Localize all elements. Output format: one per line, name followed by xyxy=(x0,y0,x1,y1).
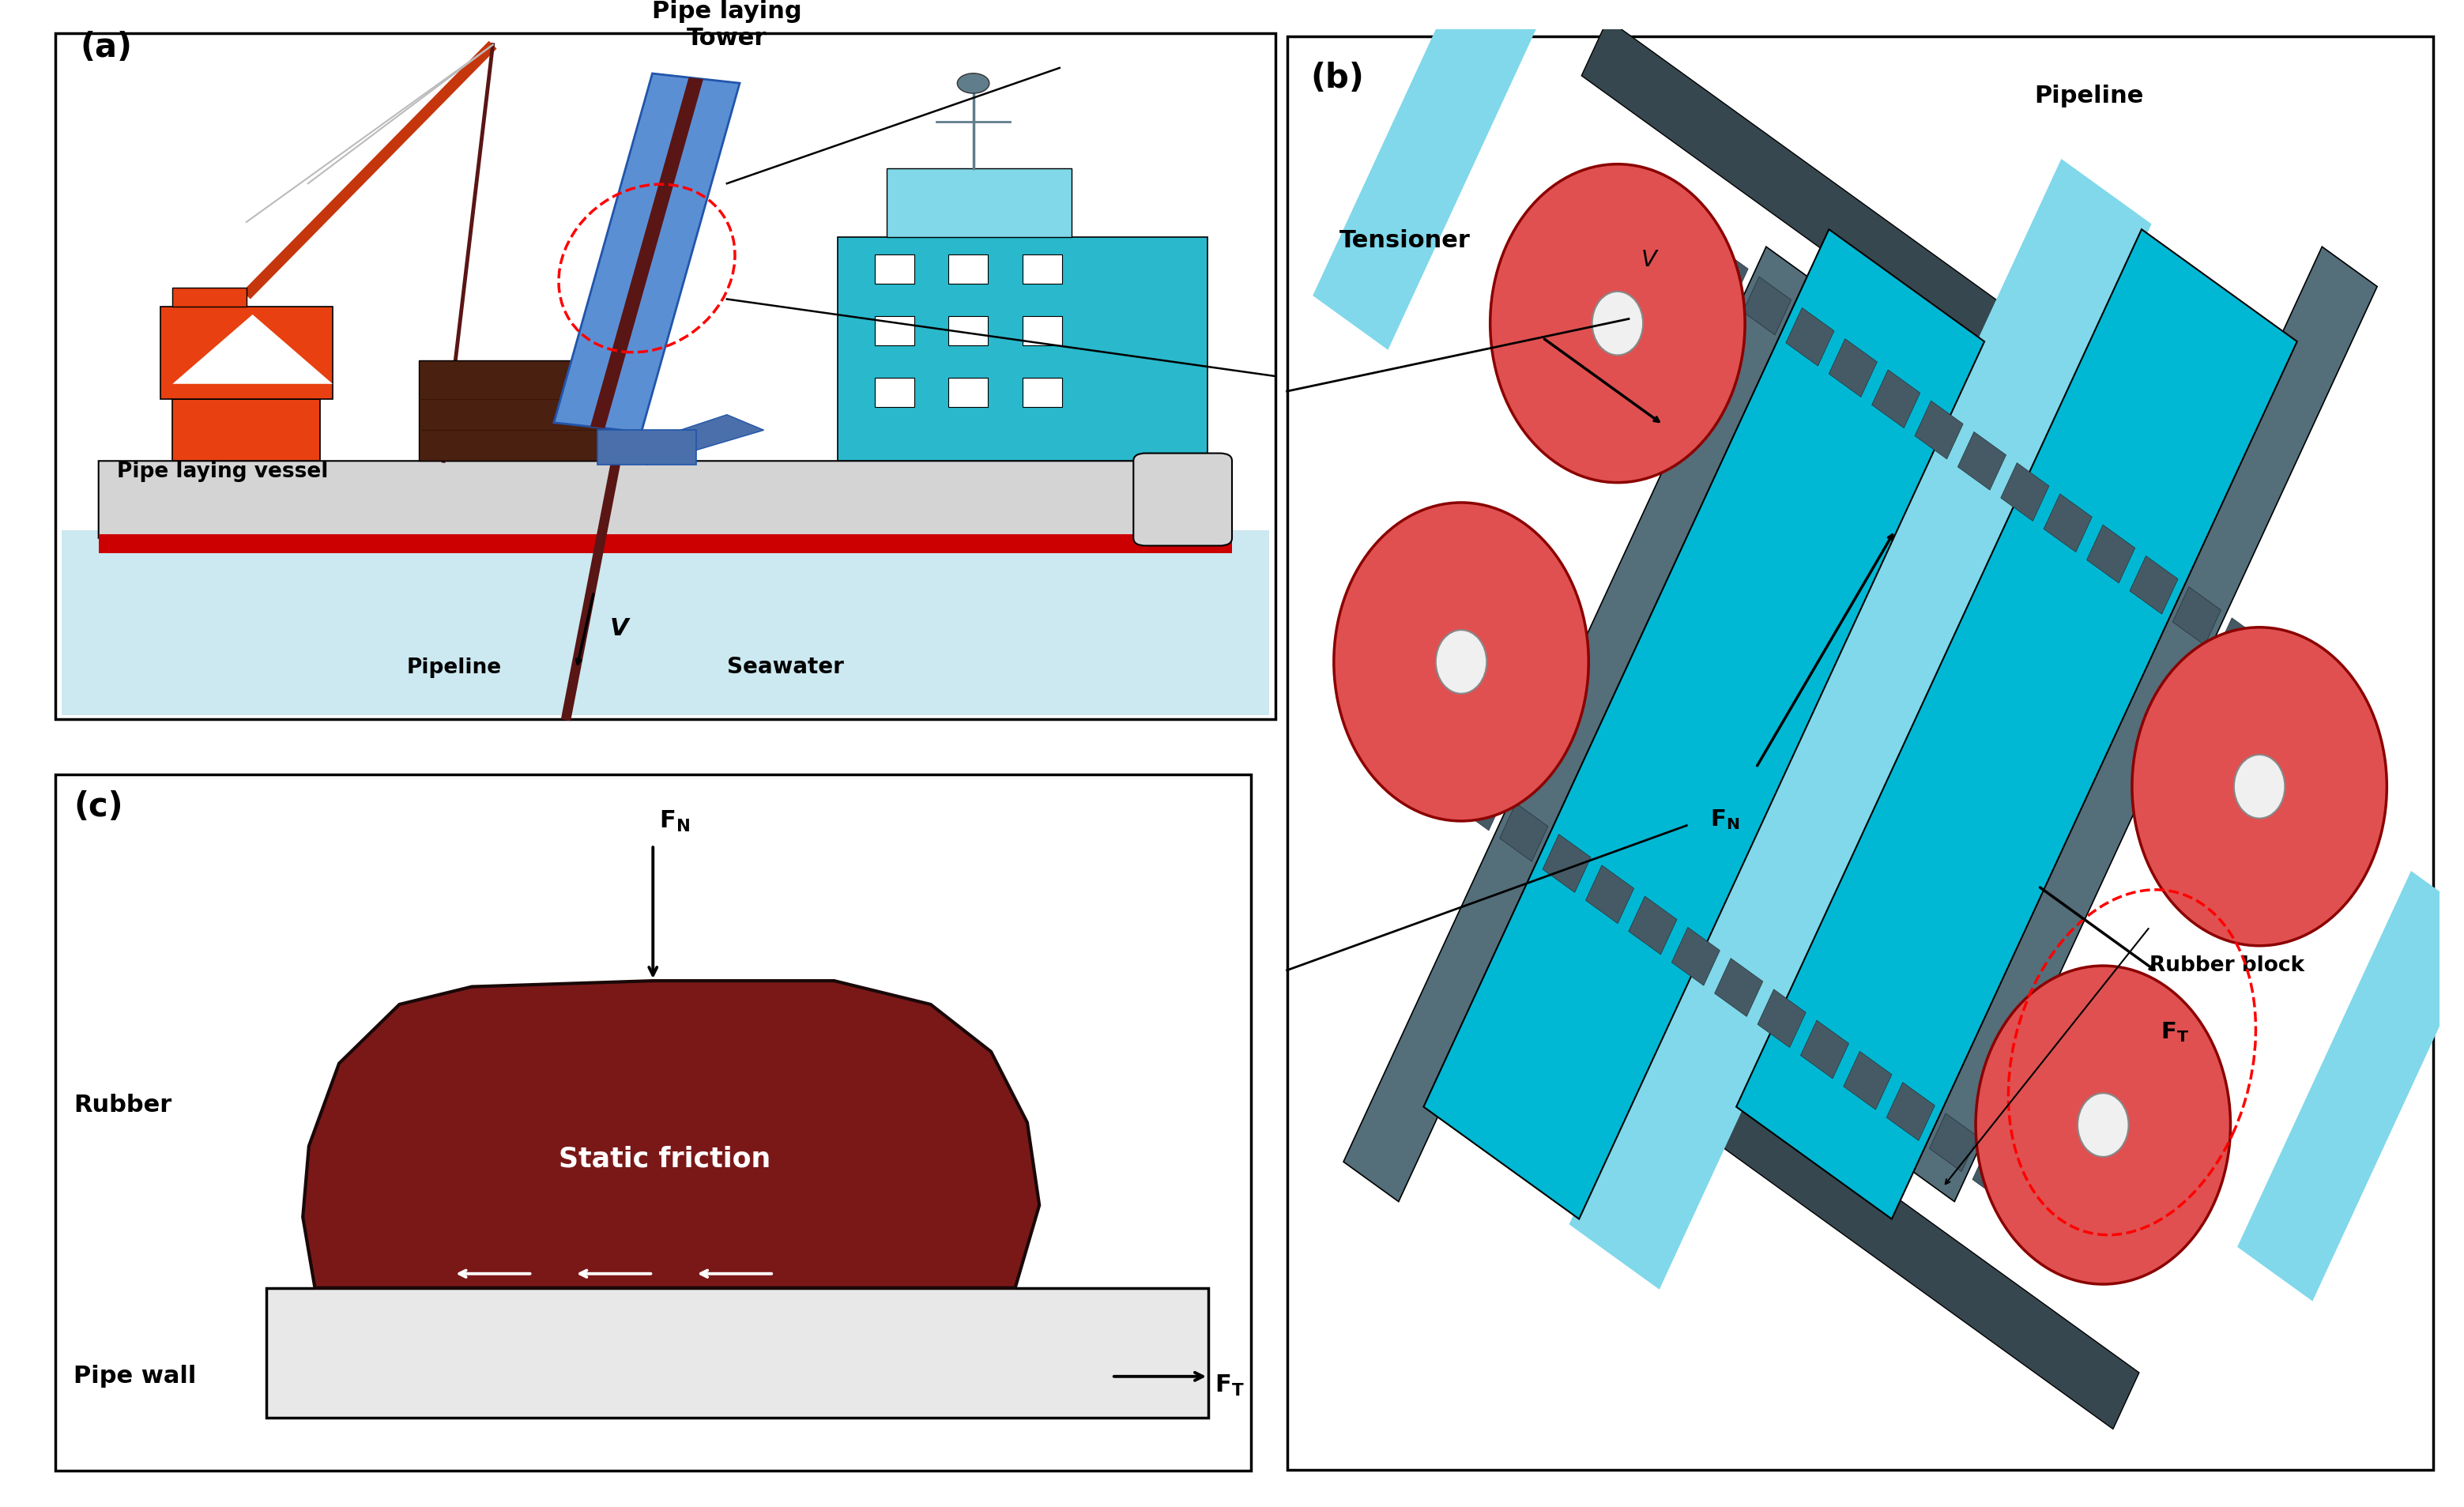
FancyBboxPatch shape xyxy=(1023,255,1062,285)
FancyBboxPatch shape xyxy=(1133,454,1232,546)
FancyBboxPatch shape xyxy=(875,255,914,285)
Polygon shape xyxy=(1656,216,1705,274)
Polygon shape xyxy=(303,981,1040,1288)
FancyBboxPatch shape xyxy=(419,362,616,461)
Text: Static friction: Static friction xyxy=(559,1145,771,1171)
Text: Rubber: Rubber xyxy=(74,1093,172,1115)
Polygon shape xyxy=(172,315,333,384)
Polygon shape xyxy=(1343,247,1821,1201)
FancyBboxPatch shape xyxy=(949,378,988,407)
Polygon shape xyxy=(1873,371,1919,428)
Polygon shape xyxy=(1456,773,1506,830)
Polygon shape xyxy=(2001,463,2050,521)
Text: Rubber block: Rubber block xyxy=(2149,955,2304,975)
Text: $\mathbf{F_N}$: $\mathbf{F_N}$ xyxy=(1710,808,1740,832)
Circle shape xyxy=(2235,755,2284,818)
Text: (c): (c) xyxy=(74,790,123,823)
Circle shape xyxy=(1976,966,2230,1284)
Polygon shape xyxy=(1570,160,2151,1290)
Text: Tensioner: Tensioner xyxy=(1340,229,1471,252)
Polygon shape xyxy=(1501,803,1547,862)
FancyBboxPatch shape xyxy=(99,535,1232,555)
FancyBboxPatch shape xyxy=(949,255,988,285)
Text: Seawater: Seawater xyxy=(727,656,843,678)
FancyBboxPatch shape xyxy=(875,378,914,407)
Polygon shape xyxy=(2259,650,2306,708)
FancyBboxPatch shape xyxy=(949,316,988,347)
Text: (b): (b) xyxy=(1311,62,1365,95)
Polygon shape xyxy=(2087,526,2134,583)
FancyBboxPatch shape xyxy=(838,238,1207,461)
Circle shape xyxy=(2077,1094,2129,1157)
Polygon shape xyxy=(1671,927,1720,986)
Circle shape xyxy=(956,74,991,93)
Polygon shape xyxy=(2043,494,2092,553)
Circle shape xyxy=(1437,630,1486,695)
Text: $\mathbf{F_N}$: $\mathbf{F_N}$ xyxy=(658,809,690,833)
Polygon shape xyxy=(1843,1052,1892,1109)
Text: (a): (a) xyxy=(79,32,133,65)
FancyBboxPatch shape xyxy=(172,288,246,307)
Polygon shape xyxy=(1959,433,2006,491)
Polygon shape xyxy=(1929,1114,1979,1172)
Polygon shape xyxy=(1737,231,2296,1219)
FancyBboxPatch shape xyxy=(887,169,1072,238)
Polygon shape xyxy=(1629,897,1678,955)
Polygon shape xyxy=(1542,835,1592,892)
Polygon shape xyxy=(1742,277,1791,336)
Polygon shape xyxy=(1801,1020,1848,1079)
Polygon shape xyxy=(1424,231,1984,1219)
Text: Pipeline: Pipeline xyxy=(2035,84,2144,107)
FancyBboxPatch shape xyxy=(54,775,1252,1471)
FancyBboxPatch shape xyxy=(266,1288,1207,1418)
Polygon shape xyxy=(2173,588,2220,645)
Polygon shape xyxy=(1582,989,2139,1429)
Polygon shape xyxy=(2237,871,2464,1302)
Text: Pipe wall: Pipe wall xyxy=(74,1364,197,1386)
Circle shape xyxy=(2131,628,2388,946)
FancyBboxPatch shape xyxy=(875,316,914,347)
Circle shape xyxy=(1491,164,1745,484)
Polygon shape xyxy=(1786,309,1833,366)
Polygon shape xyxy=(1313,0,1562,351)
Polygon shape xyxy=(591,78,702,429)
Circle shape xyxy=(1592,292,1643,356)
Polygon shape xyxy=(1587,865,1634,924)
Polygon shape xyxy=(623,416,764,466)
Polygon shape xyxy=(1900,247,2378,1201)
Text: $\mathbf{F_T}$: $\mathbf{F_T}$ xyxy=(1215,1373,1244,1397)
FancyBboxPatch shape xyxy=(54,35,1276,719)
Polygon shape xyxy=(99,461,1232,538)
Polygon shape xyxy=(1715,958,1762,1017)
Polygon shape xyxy=(1414,741,1461,800)
FancyBboxPatch shape xyxy=(1286,38,2434,1469)
FancyBboxPatch shape xyxy=(1023,378,1062,407)
Text: $\mathbf{F_T}$: $\mathbf{F_T}$ xyxy=(2161,1020,2188,1044)
Polygon shape xyxy=(554,74,739,433)
Polygon shape xyxy=(1828,339,1878,398)
Text: Pipe laying
Tower: Pipe laying Tower xyxy=(653,0,801,50)
FancyBboxPatch shape xyxy=(1023,316,1062,347)
Polygon shape xyxy=(1582,20,2139,460)
Circle shape xyxy=(1333,503,1589,821)
Polygon shape xyxy=(2129,556,2178,615)
FancyBboxPatch shape xyxy=(160,307,333,399)
FancyBboxPatch shape xyxy=(599,431,697,466)
Polygon shape xyxy=(1757,990,1806,1047)
FancyBboxPatch shape xyxy=(172,399,320,461)
Polygon shape xyxy=(1915,401,1964,460)
FancyBboxPatch shape xyxy=(62,530,1269,716)
Polygon shape xyxy=(2215,618,2264,677)
Polygon shape xyxy=(1974,1144,2020,1203)
Text: Pipe laying vessel: Pipe laying vessel xyxy=(118,461,328,482)
Text: V: V xyxy=(611,616,628,639)
Polygon shape xyxy=(2016,1175,2065,1234)
Text: $\mathit{V}$: $\mathit{V}$ xyxy=(1641,249,1658,271)
Polygon shape xyxy=(1887,1082,1934,1141)
Text: Pipeline: Pipeline xyxy=(407,657,503,678)
Polygon shape xyxy=(1700,246,1747,304)
